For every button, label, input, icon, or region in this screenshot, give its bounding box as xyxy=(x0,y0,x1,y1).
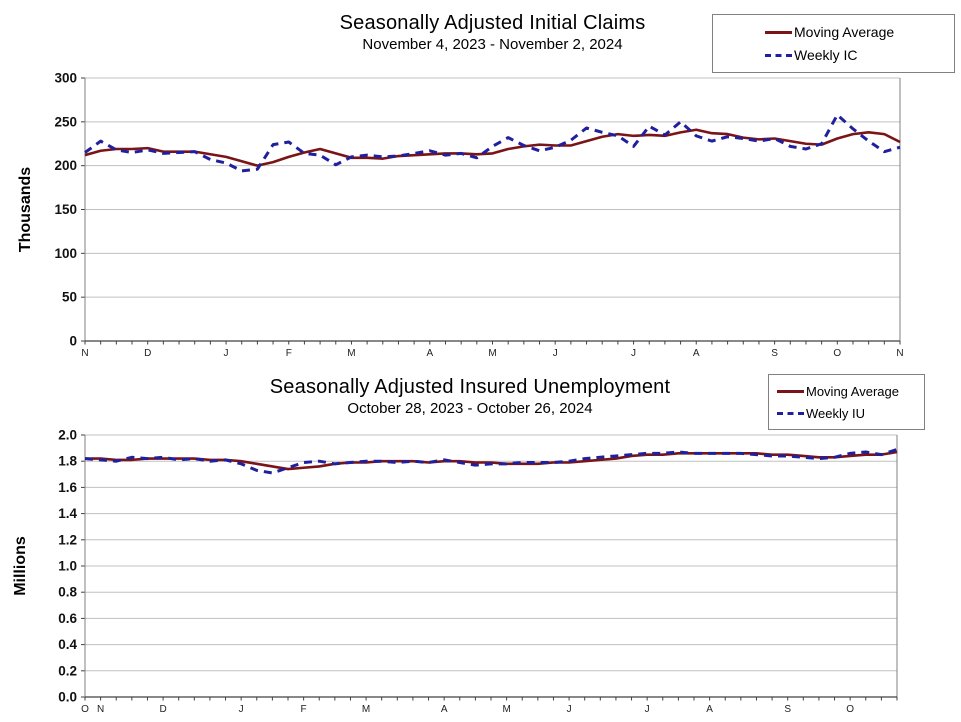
insured-unemployment-plot: 0.00.20.40.60.81.01.21.41.61.82.0O N D J F M A… xyxy=(12,428,898,715)
insured-unemployment-title: Seasonally Adjusted Insured Unemployment xyxy=(269,376,671,398)
initial-claims-title: Seasonally Adjusted Initial Claims xyxy=(339,12,646,34)
moving-average-line-icon xyxy=(765,30,792,34)
svg-text:150: 150 xyxy=(54,202,77,217)
svg-text:D: D xyxy=(159,704,166,715)
svg-text:J: J xyxy=(567,704,572,715)
svg-text:100: 100 xyxy=(54,246,77,261)
svg-text:J: J xyxy=(553,348,558,359)
svg-text:D: D xyxy=(144,348,151,359)
weekly-iu-dashed-line-icon xyxy=(777,411,804,415)
initial-claims-subtitle: November 4, 2023 - November 2, 2024 xyxy=(362,36,623,53)
svg-text:J: J xyxy=(631,348,636,359)
svg-text:2.0: 2.0 xyxy=(58,428,77,443)
svg-text:O: O xyxy=(833,348,841,359)
svg-text:O: O xyxy=(81,704,89,715)
svg-text:S: S xyxy=(784,704,791,715)
svg-text:N: N xyxy=(81,348,88,359)
svg-text:0.0: 0.0 xyxy=(58,690,77,705)
insured-unemployment-legend: Moving Average Weekly IU xyxy=(768,374,925,430)
moving-average-line-icon xyxy=(777,389,804,393)
insured-unemployment-title-block: Seasonally Adjusted Insured Unemployment… xyxy=(85,376,855,417)
weekly-ic-dashed-line-icon xyxy=(765,53,792,57)
svg-text:S: S xyxy=(771,348,778,359)
svg-text:250: 250 xyxy=(54,114,77,129)
svg-text:J: J xyxy=(645,704,650,715)
svg-text:0.6: 0.6 xyxy=(58,611,77,626)
svg-text:N: N xyxy=(896,348,903,359)
svg-text:A: A xyxy=(426,348,433,359)
svg-text:N: N xyxy=(97,704,104,715)
svg-text:J: J xyxy=(239,704,244,715)
svg-text:A: A xyxy=(693,348,700,359)
svg-text:200: 200 xyxy=(54,158,77,173)
insured-unemployment-subtitle: October 28, 2023 - October 26, 2024 xyxy=(347,400,593,417)
initial-claims-title-block: Seasonally Adjusted Initial Claims Novem… xyxy=(85,12,900,53)
legend-item-moving-average: Moving Average xyxy=(765,24,948,40)
legend-item-weekly-ic: Weekly IC xyxy=(765,47,948,63)
svg-text:1.8: 1.8 xyxy=(58,454,77,469)
svg-text:0.4: 0.4 xyxy=(58,637,77,652)
svg-text:M: M xyxy=(362,704,370,715)
svg-text:Thousands: Thousands xyxy=(17,167,34,252)
svg-text:Millions: Millions xyxy=(12,536,29,596)
svg-text:0.2: 0.2 xyxy=(58,663,77,678)
svg-text:J: J xyxy=(224,348,229,359)
svg-text:1.2: 1.2 xyxy=(58,532,77,547)
svg-text:M: M xyxy=(488,348,496,359)
svg-text:A: A xyxy=(706,704,713,715)
initial-claims-plot: 0 50 100 150 200 250 300 N D J F M A M J J A S O N Thousands xyxy=(17,71,904,360)
legend-item-weekly-iu: Weekly IU xyxy=(777,406,920,421)
svg-text:F: F xyxy=(301,704,307,715)
svg-text:O: O xyxy=(846,704,854,715)
svg-text:1.4: 1.4 xyxy=(58,506,77,521)
svg-text:A: A xyxy=(441,704,448,715)
svg-text:1.6: 1.6 xyxy=(58,480,77,495)
legend-label-weekly-ic: Weekly IC xyxy=(794,47,858,63)
legend-item-moving-average-iu: Moving Average xyxy=(777,384,920,399)
legend-label-moving-average-iu: Moving Average xyxy=(806,383,899,399)
initial-claims-legend: Moving Average Weekly IC xyxy=(712,14,955,73)
svg-text:M: M xyxy=(502,704,510,715)
svg-text:1.0: 1.0 xyxy=(58,559,77,574)
svg-text:300: 300 xyxy=(54,71,77,86)
svg-text:0: 0 xyxy=(69,334,77,349)
legend-label-weekly-iu: Weekly IU xyxy=(806,405,865,421)
svg-text:M: M xyxy=(347,348,355,359)
legend-label-moving-average: Moving Average xyxy=(794,24,895,40)
svg-text:50: 50 xyxy=(62,290,77,305)
svg-text:0.8: 0.8 xyxy=(58,585,77,600)
svg-text:F: F xyxy=(286,348,292,359)
